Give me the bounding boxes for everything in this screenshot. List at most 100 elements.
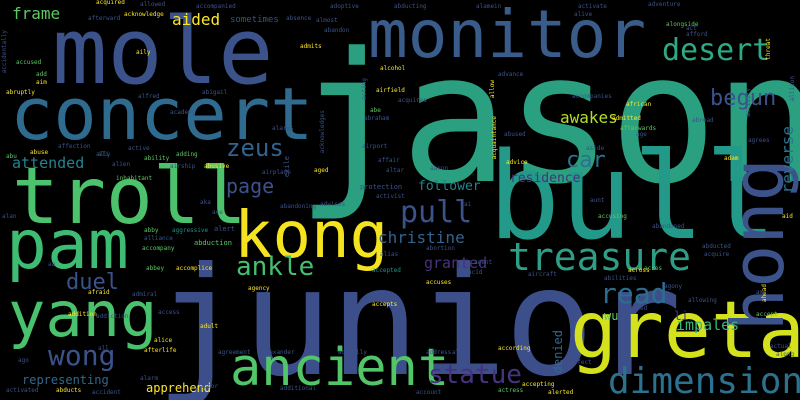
word-activity: activity [745,88,752,117]
word-additional: additional [280,385,317,392]
word-airfield: airfield [376,87,405,94]
word-jason: jason [296,15,800,224]
word-aid: aid [782,213,793,220]
word-ability: ability [144,155,170,162]
word-almost: almost [316,17,338,24]
word-alarm: alarm [140,375,159,382]
word-afterlife: afterlife [144,347,177,354]
word-accuses: accuses [426,279,452,286]
word-access: access [158,309,180,316]
word-alongside: alongside [666,21,699,28]
word-acknowledge: acknowledge [124,11,164,18]
word-monitor: monitor [368,0,647,73]
word-ally: ally [96,151,111,158]
word-threat: threat [765,38,772,60]
word-wong: wong [48,339,116,372]
word-activate: activate [578,3,607,10]
word-aunt: aunt [590,197,605,204]
word-mole: mole [52,0,274,105]
word-aim: aim [36,79,47,86]
word-acquaintance: acquaintance [491,116,498,160]
word-address: address [426,349,452,356]
word-agent: agent [474,259,493,266]
word-affect: affect [570,359,592,366]
word-greta: greta [570,286,800,376]
word-aily: aily [136,49,151,56]
word-adult: adult [200,323,219,330]
word-agreement: agreement [218,349,251,356]
word-abby: abby [144,227,159,234]
word-sometimes: sometimes [230,15,279,25]
word-zeus: zeus [226,134,284,162]
word-afraid: afraid [88,289,110,296]
word-wu: wu [604,309,619,323]
word-granted: granted [424,254,488,272]
word-alert: alert [214,225,236,233]
word-actress: actress [498,387,524,394]
word-acquire: acquire [704,251,730,258]
word-abduction: abduction [194,239,232,247]
word-bull: bull [488,128,777,267]
word-along: along [776,351,795,358]
word-albert: albert [227,48,234,70]
word-ace: ace [212,209,223,216]
word-ai: ai [464,201,472,208]
word-impales: impales [676,316,740,334]
word-alliance: alliance [144,235,173,242]
word-representing: representing [22,373,109,387]
word-residence: residence [510,171,581,186]
word-accused: accused [16,59,42,66]
word-airplane: airplane [262,169,291,176]
word-adam: adam [724,155,739,162]
word-acquired: acquired [96,0,125,6]
word-aa: aa [48,261,56,268]
word-alcohol: alcohol [380,65,406,72]
word-abducts: abducts [56,387,82,394]
word-aircraft: aircraft [528,271,557,278]
word-across: across [628,267,650,274]
word-protection: protection [360,183,403,191]
word-ancient: ancient [230,338,450,398]
word-accidentally: accidentally [1,30,8,74]
word-allowing: allowing [688,297,717,304]
word-admiral: admiral [132,291,158,298]
word-affair: affair [378,157,400,164]
word-abruptly: abruptly [6,89,35,96]
word-allison: allison [789,76,796,102]
word-advance: advance [498,71,524,78]
word-follower: follower [418,179,481,194]
word-junior: junior [155,236,682,400]
word-abandoned: abandoned [652,223,685,230]
word-age: age [636,131,647,138]
word-am: am [756,289,764,296]
word-addition: addition [68,311,97,318]
word-abused: abused [504,131,526,138]
word-adoptive: adoptive [330,3,359,10]
word-acid: acid [468,269,483,276]
word-aided: aided [172,10,221,29]
word-desert: desert [662,33,771,68]
word-alexander: alexander [262,349,295,356]
word-abortion: abortion [426,245,455,252]
word-alone: alone [452,349,471,356]
word-abroad: abroad [692,117,714,124]
word-accepted: accepted [372,267,401,274]
word-alive: alive [574,11,593,18]
word-advises: advises [320,201,346,208]
word-adding: adding [176,151,198,158]
word-ago: ago [18,357,29,364]
word-act: act [686,25,697,32]
word-adopted: adopted [622,305,648,312]
word-alerted: alerted [548,389,574,396]
word-alarms: alarms [272,125,294,132]
word-abigail: abigail [202,89,228,96]
word-accepting: accepting [522,381,555,388]
word-acting: acting [361,78,368,100]
word-inhabitant: inhabitant [116,175,153,182]
word-active: active [128,145,150,152]
word-begun: begun [710,86,777,111]
word-abandon: abandon [324,27,350,34]
word-concert: concert [10,72,314,156]
word-advice: advice [506,159,528,166]
